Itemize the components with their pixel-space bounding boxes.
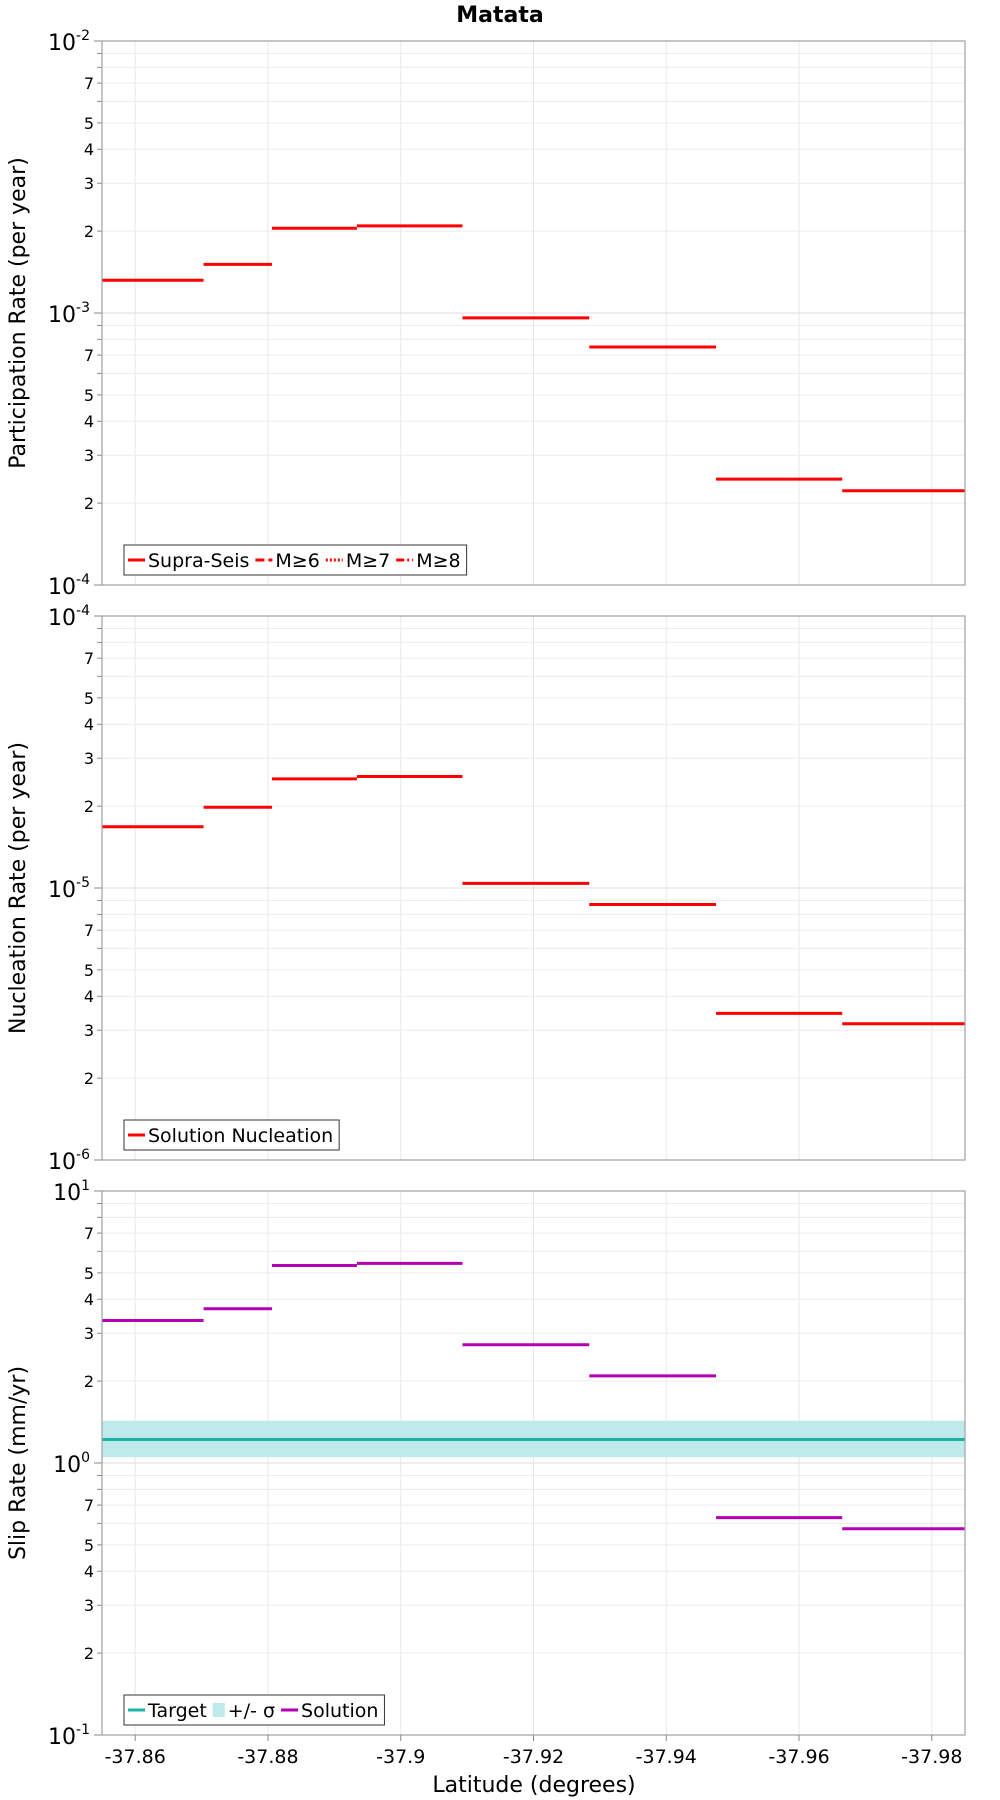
y-tick-label: 3 — [84, 1324, 94, 1343]
x-tick-label: -37.86 — [105, 1746, 166, 1768]
y-tick-label: 3 — [84, 174, 94, 193]
chart-title: Matata — [456, 3, 543, 28]
participation-rate-panel: 10-4 2 3 4 5 7 10-3 2 3 4 5 7 10-2 Participation Rate… — [6, 28, 966, 600]
y-tick-label: 3 — [84, 749, 94, 768]
legend-label: Supra-Seis — [148, 550, 249, 572]
legend: Supra-Seis M≥6 M≥7 M≥8 — [123, 544, 468, 576]
legend-label: M≥8 — [416, 550, 460, 572]
y-tick-label: 4 — [84, 1562, 94, 1581]
y-tick-label: 2 — [84, 1069, 94, 1088]
y-tick-label: 10-5 — [48, 875, 90, 903]
legend-label: Target — [147, 1700, 207, 1722]
x-axis-label: Latitude (degrees) — [432, 1773, 635, 1798]
y-tick-label: 5 — [84, 114, 94, 133]
y-tick-label: 3 — [84, 446, 94, 465]
y-tick-label: 5 — [84, 689, 94, 708]
y-tick-label: 5 — [84, 386, 94, 405]
legend-box — [123, 1694, 385, 1726]
y-tick-label: 7 — [84, 649, 94, 668]
y-tick-label: 4 — [84, 412, 94, 431]
y-tick-label: 10-3 — [48, 300, 90, 328]
legend-label: M≥7 — [346, 550, 390, 572]
y-tick-label: 10-4 — [48, 603, 90, 631]
y-tick-label: 7 — [84, 1224, 94, 1243]
y-tick-label: 3 — [84, 1021, 94, 1040]
y-tick-label: 101 — [53, 1178, 90, 1206]
plot-frame — [101, 615, 966, 1161]
y-tick-label: 4 — [84, 1290, 94, 1309]
y-tick-label: 10-4 — [48, 572, 90, 600]
x-tick-label: -37.88 — [237, 1746, 298, 1768]
y-tick-label: 5 — [84, 961, 94, 980]
y-tick-label: 10-1 — [48, 1722, 90, 1750]
y-tick-label: 5 — [84, 1536, 94, 1555]
y-tick-label: 4 — [84, 140, 94, 159]
y-tick-label: 7 — [84, 74, 94, 93]
legend-label: Solution — [301, 1700, 378, 1722]
legend-label: Solution Nucleation — [148, 1125, 333, 1147]
y-tick-label: 2 — [84, 494, 94, 513]
legend-label: +/- σ — [228, 1700, 275, 1722]
y-tick-label: 2 — [84, 1372, 94, 1391]
x-tick-label: -37.9 — [376, 1746, 425, 1768]
legend-box — [123, 544, 468, 576]
x-tick-label: -37.94 — [636, 1746, 697, 1768]
y-tick-label: 4 — [84, 715, 94, 734]
y-tick-label: 2 — [84, 797, 94, 816]
-legend-swatch — [212, 1703, 225, 1717]
y-axis-label: Participation Rate (per year) — [6, 157, 31, 469]
legend-box — [123, 1119, 340, 1151]
y-axis-label: Slip Rate (mm/yr) — [6, 1366, 31, 1560]
y-tick-label: 2 — [84, 1644, 94, 1663]
y-tick-label: 4 — [84, 987, 94, 1006]
y-tick-label: 7 — [84, 921, 94, 940]
x-tick-label: -37.96 — [768, 1746, 829, 1768]
y-tick-label: 100 — [53, 1450, 90, 1478]
y-tick-label: 3 — [84, 1596, 94, 1615]
y-tick-label: 10-6 — [48, 1147, 90, 1175]
y-tick-label: 7 — [84, 1496, 94, 1515]
y-tick-label: 10-2 — [48, 28, 90, 56]
y-tick-label: 2 — [84, 222, 94, 241]
legend: Target +/- σ Solution — [123, 1694, 385, 1726]
plot-frame — [101, 40, 966, 586]
y-tick-label: 7 — [84, 346, 94, 365]
y-axis-label: Nucleation Rate (per year) — [6, 742, 31, 1034]
x-tick-label: -37.92 — [503, 1746, 564, 1768]
nucleation-rate-panel: 10-6 2 3 4 5 7 10-5 2 3 4 5 7 10-4 Nucleation Rate (p… — [6, 603, 966, 1175]
x-axis-ticks: -37.86 -37.88 -37.9 -37.92 -37.94 -37.96 -37.9… — [105, 1735, 962, 1768]
legend: Solution Nucleation — [123, 1119, 340, 1151]
y-tick-label: 5 — [84, 1264, 94, 1283]
x-tick-label: -37.98 — [901, 1746, 962, 1768]
legend-label: M≥6 — [275, 550, 319, 572]
slip-rate-panel: 10-1 2 3 4 5 7 100 2 3 4 5 7 101 Slip Rate (mm/yr) Tar… — [6, 1178, 966, 1750]
